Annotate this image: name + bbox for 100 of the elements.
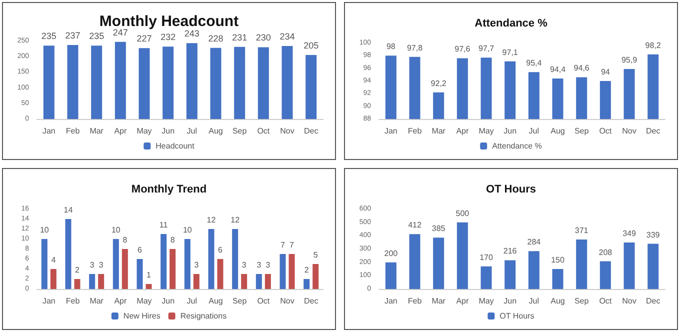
data-label: 94 [600, 68, 610, 76]
data-label: 205 [304, 40, 319, 51]
bar [280, 254, 286, 289]
legend-label: Attendance % [492, 142, 542, 150]
data-label: 243 [184, 28, 200, 39]
x-tick-label: Dec [304, 296, 318, 306]
data-label: 2 [304, 266, 310, 274]
x-tick-label: Sep [574, 126, 590, 136]
x-tick-label: Nov [622, 296, 636, 306]
chart-title: Monthly Headcount [99, 13, 239, 30]
data-label: 208 [598, 248, 613, 257]
data-label: 2 [75, 266, 80, 274]
data-label: 349 [622, 228, 636, 238]
data-label: 4 [51, 256, 56, 264]
bar [241, 274, 248, 289]
bar [74, 279, 80, 289]
bar [648, 244, 659, 289]
x-tick-label: Oct [257, 296, 270, 306]
data-label: 371 [574, 226, 589, 236]
bar [122, 249, 128, 289]
data-label: 230 [256, 32, 271, 43]
data-label: 95,4 [526, 58, 542, 68]
x-tick-label: May [478, 296, 494, 306]
bar [385, 262, 396, 289]
data-label: 3 [98, 260, 104, 270]
x-tick-label: Dec [304, 126, 318, 136]
data-label: 6 [218, 246, 224, 254]
x-tick-label: Jun [162, 126, 175, 136]
bar [409, 234, 420, 289]
data-label: 247 [112, 27, 128, 38]
chart-title: Monthly Trend [131, 184, 207, 196]
data-label: 3 [266, 260, 271, 270]
x-tick-label: Jan [42, 126, 56, 136]
data-label: 97,7 [478, 44, 495, 54]
chart-title: Attendance % [474, 18, 548, 30]
bar [41, 239, 48, 289]
data-label: 234 [280, 31, 295, 42]
x-tick-label: Sep [232, 126, 248, 136]
bar [288, 254, 295, 289]
data-label: 12 [206, 216, 216, 224]
data-label: 7 [280, 240, 286, 250]
x-tick-label: Feb [408, 126, 422, 136]
x-tick-label: Dec [646, 126, 660, 136]
x-tick-label: Feb [66, 126, 80, 136]
x-tick-label: Mar [90, 296, 104, 306]
data-label: 150 [551, 256, 565, 264]
data-label: 10 [182, 226, 192, 234]
data-label: 500 [456, 208, 470, 218]
data-label: 235 [41, 31, 56, 42]
x-tick-label: Oct [599, 296, 612, 306]
data-label: 97,8 [406, 43, 424, 52]
data-label: 10 [40, 226, 50, 234]
bar [456, 222, 468, 289]
data-label: 8 [122, 236, 128, 244]
data-label: 232 [160, 32, 176, 42]
x-tick-label: May [136, 126, 152, 136]
data-label: 385 [432, 224, 446, 234]
legend-label: New Hires [123, 312, 160, 320]
bar [576, 240, 588, 289]
x-tick-label: May [478, 126, 494, 136]
x-tick-label: Jan [42, 296, 56, 306]
data-label: 6 [138, 246, 143, 254]
bar [624, 242, 635, 289]
data-label: 284 [527, 238, 542, 247]
data-label: 228 [208, 33, 224, 44]
data-label: 237 [65, 30, 80, 41]
bar [65, 219, 72, 289]
x-tick-label: Mar [432, 296, 446, 306]
x-tick-label: Apr [456, 296, 469, 306]
bar [217, 259, 224, 289]
bar [146, 284, 152, 289]
data-label: 12 [230, 216, 240, 224]
bar [89, 274, 96, 289]
x-tick-label: Mar [432, 126, 446, 136]
data-label: 97,6 [454, 44, 471, 54]
data-label: 200 [384, 248, 398, 258]
x-tick-label: Jun [504, 126, 517, 136]
data-label: 14 [64, 206, 74, 214]
x-tick-label: Nov [280, 296, 294, 306]
data-label: 227 [136, 34, 152, 44]
data-label: 339 [646, 230, 660, 240]
x-tick-label: Aug [550, 296, 565, 306]
data-label: 5 [313, 250, 318, 260]
data-label: 3 [256, 260, 262, 270]
x-tick-label: Dec [646, 296, 660, 306]
chart-title: OT Hours [486, 184, 536, 196]
bar [312, 264, 319, 289]
x-tick-label: Aug [550, 126, 565, 136]
x-tick-label: Sep [574, 296, 590, 306]
data-label: 92,2 [430, 78, 447, 88]
data-label: 95,9 [621, 55, 638, 64]
bar [256, 274, 262, 289]
legend-label: Headcount [156, 142, 196, 150]
legend-label: Resignations [180, 312, 227, 320]
bar [208, 229, 214, 289]
data-label: 97,1 [502, 48, 518, 57]
bar [304, 279, 310, 289]
x-tick-label: Nov [622, 126, 636, 136]
bar [170, 249, 176, 289]
data-label: 8 [170, 236, 176, 244]
